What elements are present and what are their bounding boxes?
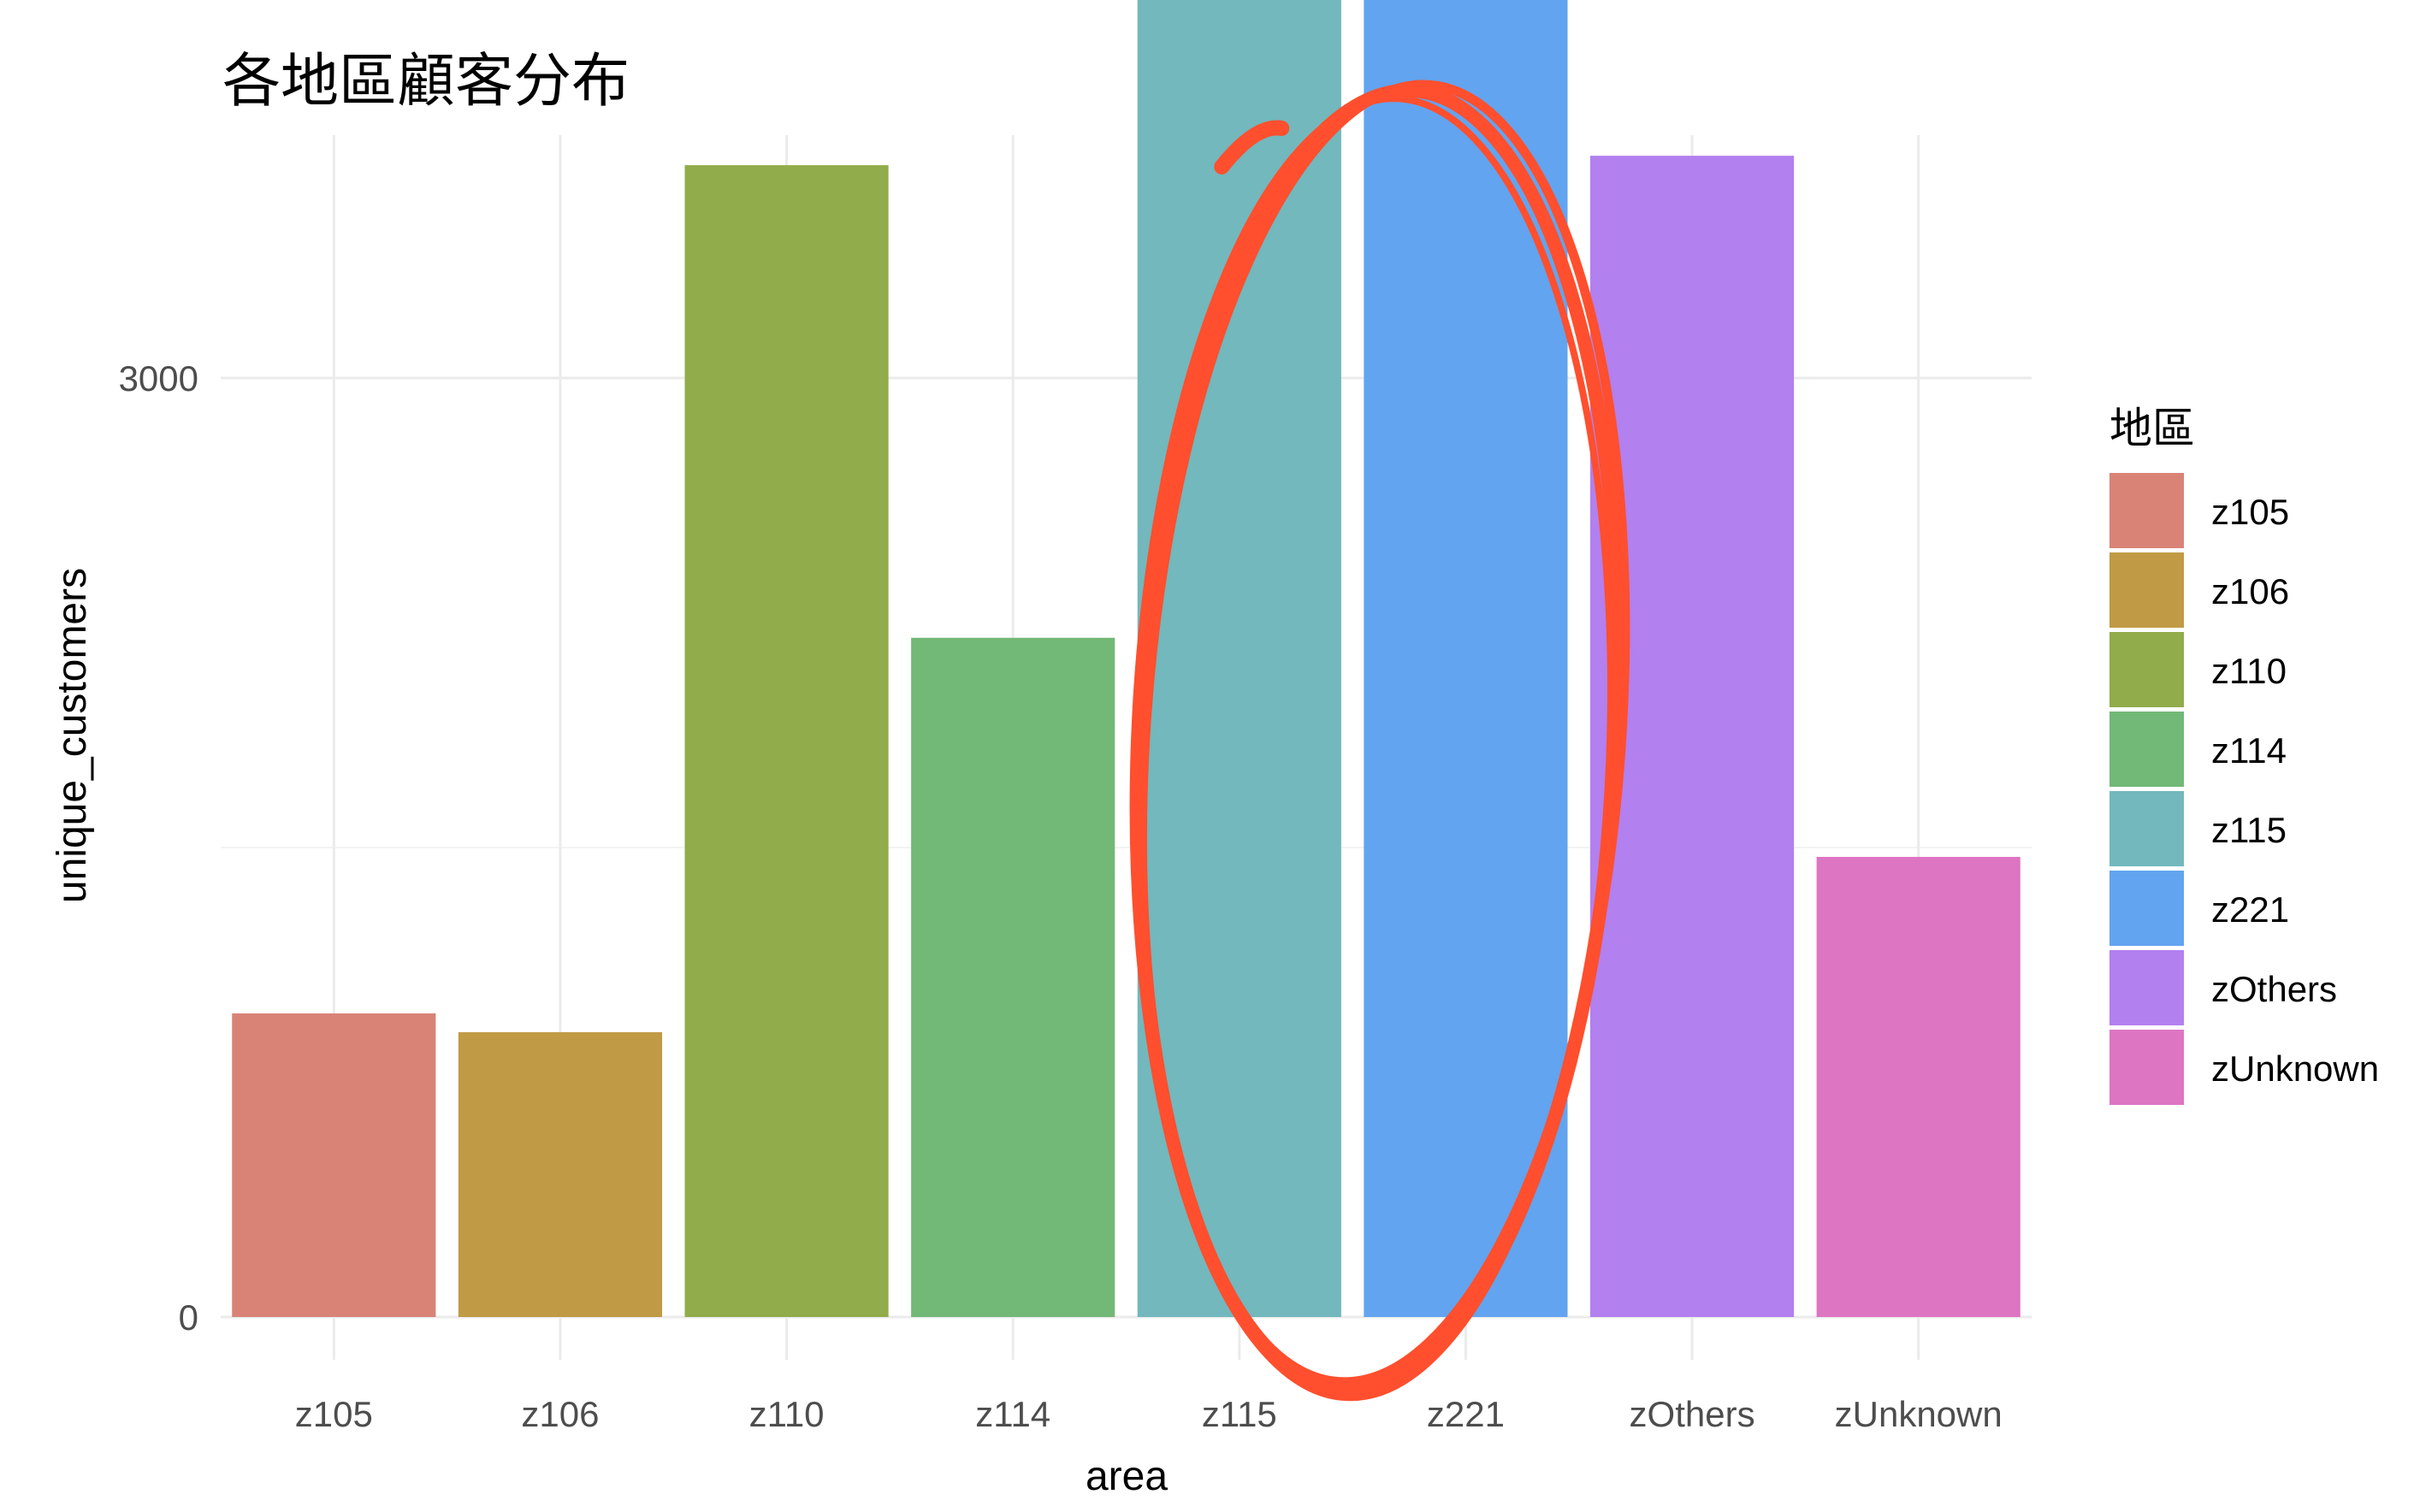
legend-swatch-z106	[2109, 552, 2184, 628]
legend-swatch-z221	[2109, 871, 2184, 946]
legend-swatch-z114	[2109, 712, 2184, 787]
legend-label: z106	[2211, 571, 2289, 611]
x-tick-labels: z105 z106 z110 z114 z115 z221 zOthers zUnknown	[295, 1394, 2003, 1434]
bar-z114	[911, 637, 1115, 1317]
legend-title: 地區	[2109, 404, 2195, 453]
annotation-stroke-tail	[1214, 120, 1290, 174]
bar-zUnknown	[1816, 856, 2021, 1317]
x-tick-label: z114	[975, 1394, 1050, 1434]
bar-z110	[684, 165, 889, 1317]
legend-label: z110	[2211, 651, 2287, 691]
legend-label: z115	[2211, 810, 2287, 850]
bar-z105	[232, 1013, 436, 1317]
legend-label: z221	[2211, 889, 2289, 930]
chart-title: 各地區顧客分布	[222, 48, 630, 115]
legend-label: z114	[2211, 730, 2287, 771]
annotation-stroke	[1131, 83, 1625, 1397]
bar-z106	[458, 1031, 663, 1317]
x-tick-label: z110	[749, 1394, 825, 1434]
bar-z221	[1364, 0, 1568, 1317]
legend-swatch-zOthers	[2109, 950, 2184, 1025]
y-tick-label: 3000	[119, 358, 198, 399]
bars	[232, 0, 2021, 1317]
x-tick-label: zUnknown	[1835, 1394, 2003, 1434]
x-tick-label: z106	[521, 1394, 599, 1434]
legend-label: zUnknown	[2211, 1048, 2379, 1089]
legend-swatch-z105	[2109, 473, 2184, 548]
highlight-ellipse	[1129, 80, 1630, 1402]
x-tick-label: z221	[1427, 1394, 1505, 1434]
y-tick-label: 0	[179, 1297, 198, 1338]
legend-swatch-z115	[2109, 791, 2184, 866]
legend-swatch-zUnknown	[2109, 1030, 2184, 1105]
x-tick-label: z105	[295, 1394, 373, 1434]
y-axis-title: unique_customers	[50, 568, 95, 903]
legend: z105 z106 z110 z114 z115 z221 zOthers zUnknown	[2109, 473, 2379, 1105]
y-tick-labels: 0300060009000	[119, 358, 198, 1338]
x-axis-title: area	[1086, 1454, 1168, 1499]
annotation-stroke	[1137, 80, 1630, 1387]
bar-z115	[1137, 0, 1341, 1317]
legend-label: zOthers	[2211, 969, 2337, 1009]
x-tick-label: zOthers	[1630, 1394, 1755, 1434]
legend-label: z105	[2211, 492, 2289, 532]
x-tick-label: z115	[1202, 1394, 1277, 1434]
annotation-stroke	[1129, 95, 1614, 1402]
legend-swatch-z110	[2109, 632, 2184, 707]
